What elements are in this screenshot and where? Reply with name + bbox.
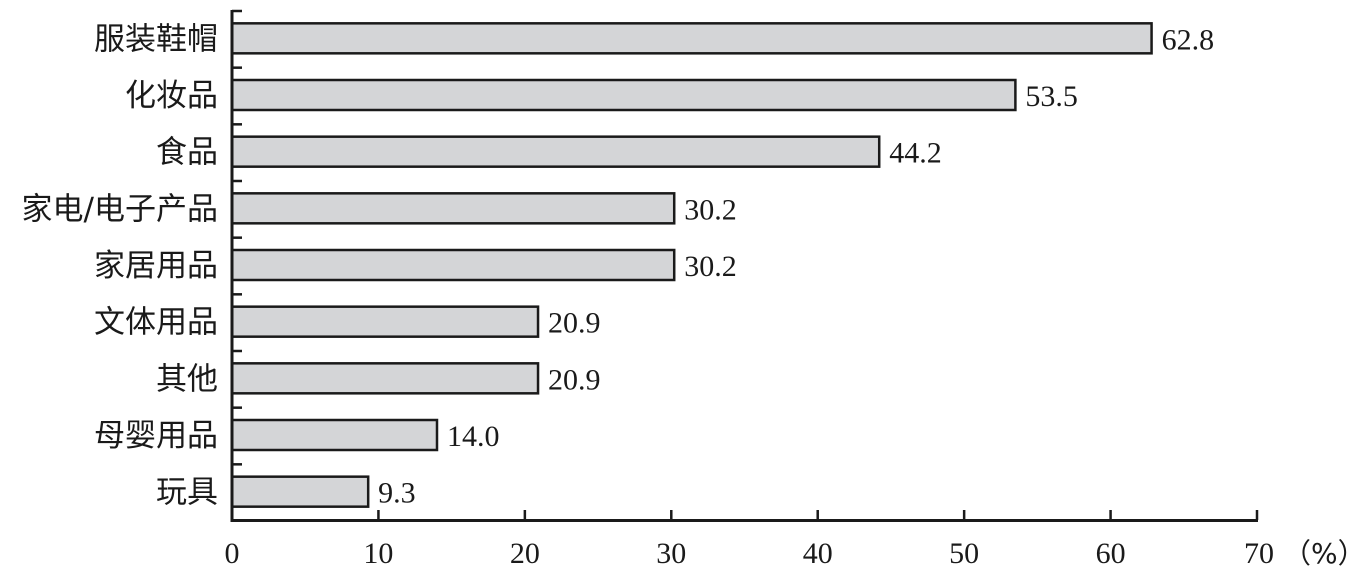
value-label: 20.9: [548, 307, 601, 340]
x-tick-label: 60: [1096, 537, 1126, 570]
category-label: 家居用品: [94, 248, 218, 284]
x-tick-label: 70: [1244, 537, 1274, 570]
category-label: 服装鞋帽: [94, 21, 218, 57]
x-tick-label: 10: [363, 537, 393, 570]
value-label: 30.2: [684, 250, 737, 283]
x-tick-label: 20: [510, 537, 540, 570]
axis-layer: [230, 10, 1258, 522]
bars-layer: 服装鞋帽 62.8 化妆品 53.5 食品 44.2 家电/电子产品 30.2 家居用品 30.2…: [22, 21, 1215, 510]
value-label: 53.5: [1025, 80, 1078, 113]
category-label: 家电/电子产品: [22, 191, 218, 227]
bar: [230, 135, 881, 168]
value-label: 9.3: [378, 477, 416, 510]
bar: [230, 22, 1153, 55]
value-label: 44.2: [889, 137, 942, 170]
category-label: 其他: [156, 361, 218, 397]
ticks-layer: 0 10 20 30 40 50 60 70: [225, 9, 1274, 570]
x-tick-label: 0: [225, 537, 240, 570]
x-unit-label: （%）: [1283, 537, 1350, 570]
category-label: 食品: [156, 135, 218, 171]
category-label: 玩具: [156, 475, 218, 511]
value-label: 30.2: [684, 193, 737, 226]
category-label: 化妆品: [125, 78, 218, 114]
bar: [230, 418, 439, 452]
value-label: 62.8: [1162, 23, 1215, 56]
x-tick-label: 40: [803, 537, 833, 570]
bar: [230, 362, 540, 395]
bar: [230, 78, 1017, 112]
category-label: 文体用品: [94, 305, 218, 341]
bar: [230, 475, 370, 508]
bar: [230, 192, 676, 225]
x-tick-label: 50: [949, 537, 979, 570]
bar: [230, 248, 676, 282]
value-label: 14.0: [447, 420, 500, 453]
category-label: 母婴用品: [94, 418, 218, 454]
x-tick-label: 30: [656, 537, 686, 570]
value-label: 20.9: [548, 363, 601, 396]
bar: [230, 305, 540, 338]
